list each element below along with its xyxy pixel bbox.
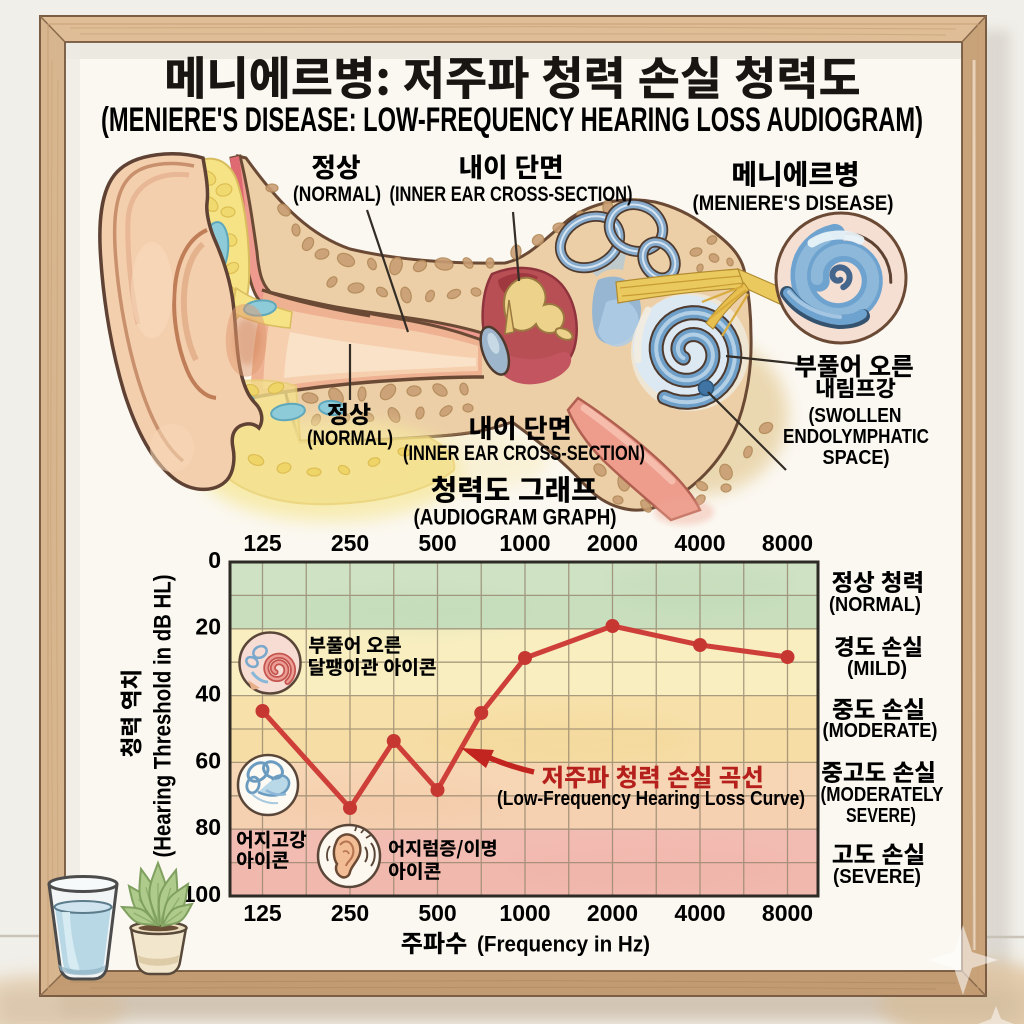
svg-text:(MILD): (MILD) [847,658,907,680]
svg-text:250: 250 [331,530,369,556]
svg-text:(AUDIOGRAM GRAPH): (AUDIOGRAM GRAPH) [414,505,617,530]
svg-text:8000: 8000 [762,530,813,556]
svg-text:(MODERATELY: (MODERATELY [821,784,945,806]
svg-text:1000: 1000 [499,530,550,556]
svg-text:60: 60 [195,747,221,773]
svg-text:100: 100 [183,881,221,907]
svg-text:(NORMAL): (NORMAL) [307,427,393,450]
svg-text:4000: 4000 [674,530,725,556]
svg-text:125: 125 [243,900,282,926]
svg-text:(INNER EAR CROSS-SECTION): (INNER EAR CROSS-SECTION) [403,442,645,465]
svg-text:500: 500 [418,900,456,926]
svg-text:(MENIERE'S DISEASE: LOW-FREQUE: (MENIERE'S DISEASE: LOW-FREQUENCY HEARIN… [101,101,923,139]
svg-text:2000: 2000 [587,530,638,556]
svg-text:(NORMAL): (NORMAL) [293,183,381,206]
svg-text:(Low-Frequency Hearing Loss Cu: (Low-Frequency Hearing Loss Curve) [497,788,805,810]
svg-text:2000: 2000 [587,900,638,926]
svg-text:40: 40 [195,681,221,707]
svg-text:1000: 1000 [499,900,550,926]
svg-text:(Frequency in Hz): (Frequency in Hz) [477,932,650,957]
svg-text:SEVERE): SEVERE) [846,805,916,827]
svg-text:SPACE): SPACE) [823,447,890,469]
svg-text:0: 0 [208,547,221,573]
svg-text:8000: 8000 [762,900,813,926]
svg-text:(SWOLLEN: (SWOLLEN [809,405,902,427]
svg-text:250: 250 [331,900,369,926]
svg-text:4000: 4000 [674,900,725,926]
svg-text:(MODERATE): (MODERATE) [823,720,938,742]
svg-text:(NORMAL): (NORMAL) [829,594,921,616]
svg-text:(MENIERE'S DISEASE): (MENIERE'S DISEASE) [693,192,894,215]
svg-text:80: 80 [195,814,221,840]
svg-text:ENDOLYMPHATIC: ENDOLYMPHATIC [783,426,929,448]
svg-text:(SEVERE): (SEVERE) [833,866,921,888]
svg-text:20: 20 [195,614,221,640]
svg-text:(Hearing Threshold in dB HL): (Hearing Threshold in dB HL) [149,575,176,858]
svg-text:(INNER EAR CROSS-SECTION): (INNER EAR CROSS-SECTION) [390,183,633,206]
svg-text:500: 500 [418,530,456,556]
svg-text:125: 125 [243,530,282,556]
